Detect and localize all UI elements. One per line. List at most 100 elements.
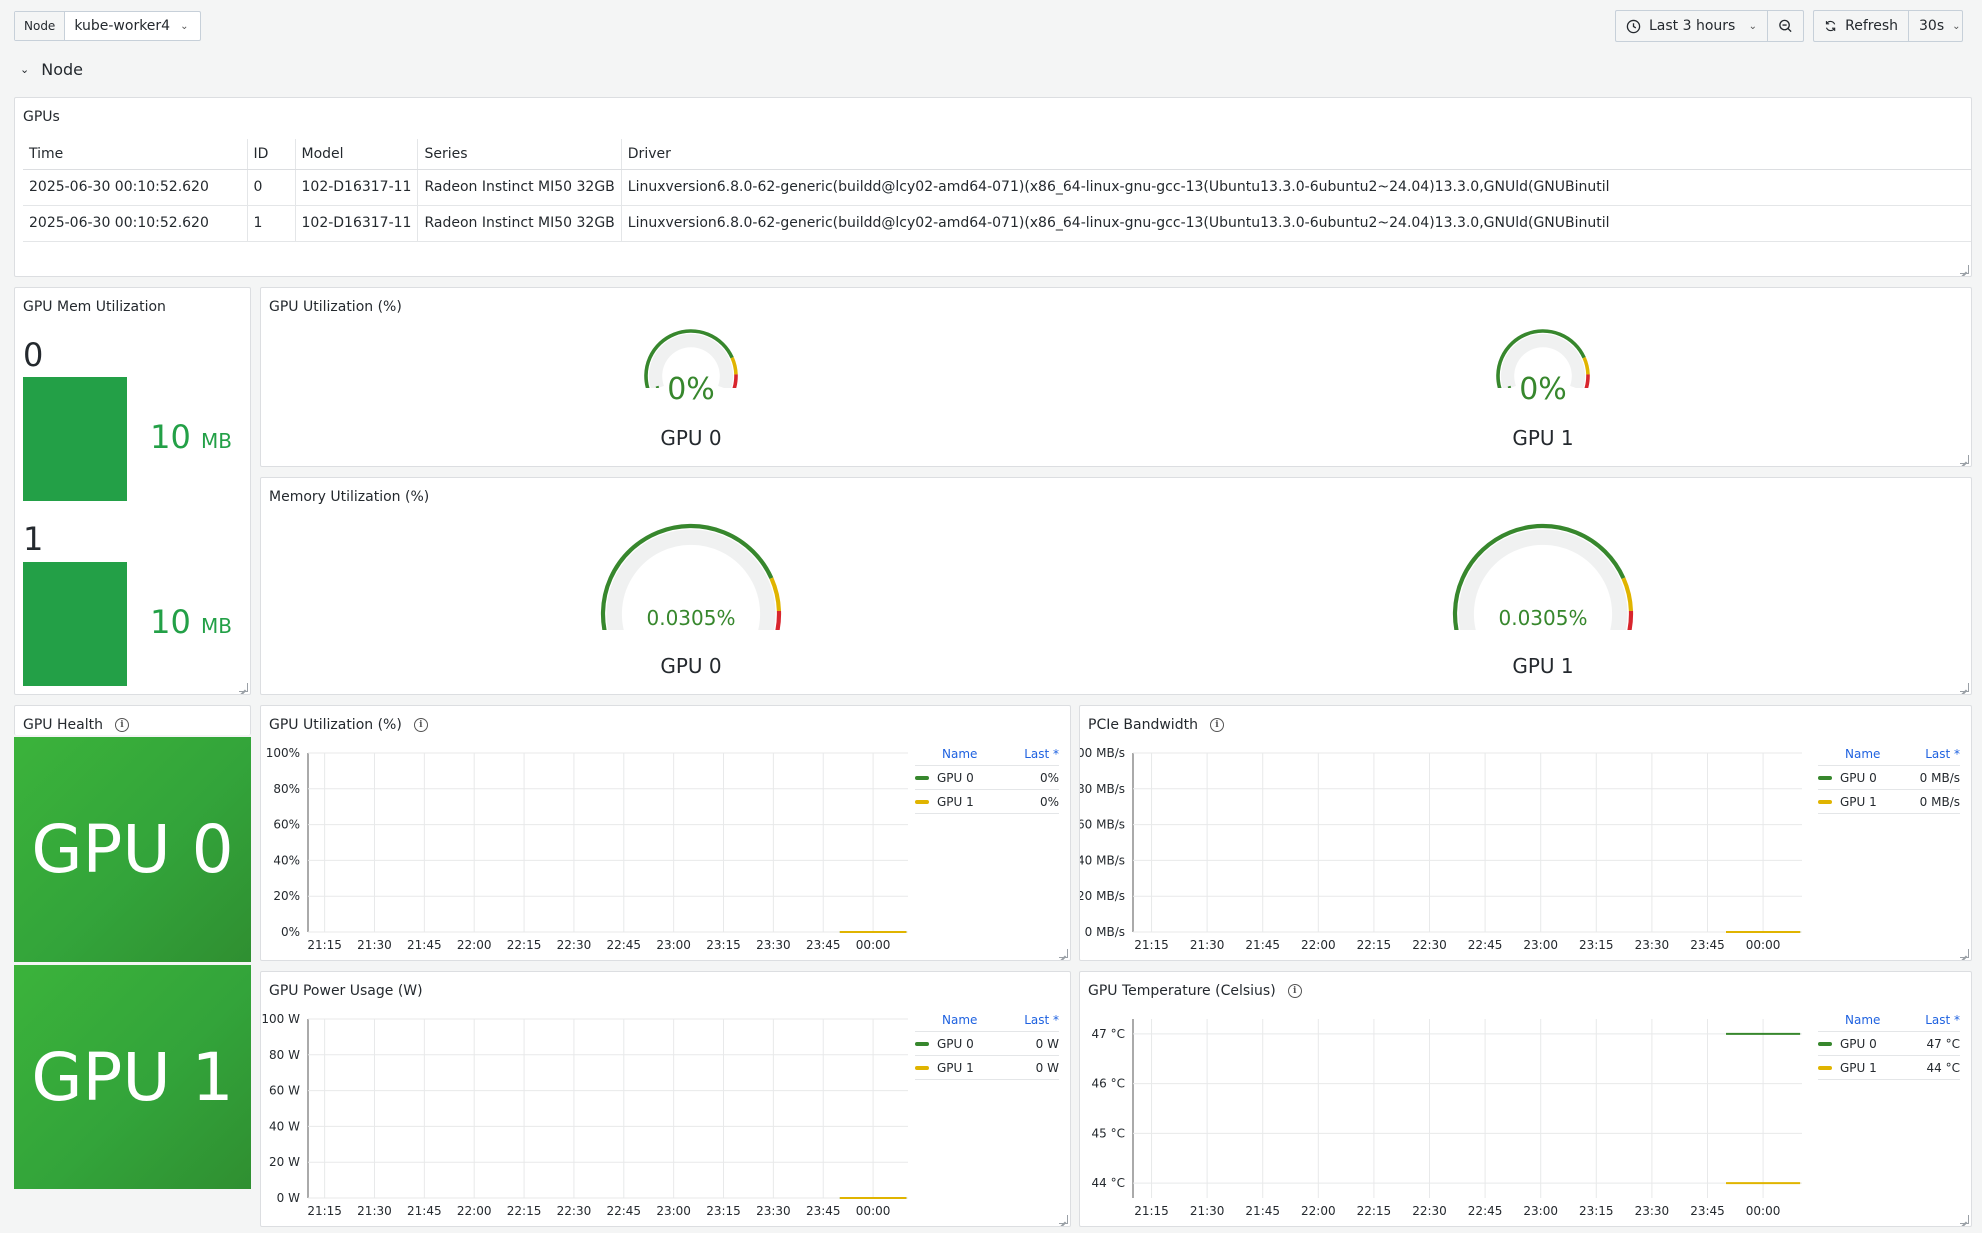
- y-tick-label: 0 MB/s: [1085, 925, 1125, 939]
- gauge-threshold-green: [1496, 329, 1586, 388]
- gauge-threshold-yellow: [1582, 356, 1590, 375]
- resize-handle[interactable]: [1960, 455, 1969, 464]
- x-tick-label: 21:45: [1245, 1204, 1280, 1218]
- cell-time: 2025-06-30 00:10:52.620: [23, 169, 247, 206]
- node-select-value: kube-worker4: [74, 18, 171, 34]
- resize-handle[interactable]: [1960, 265, 1969, 274]
- x-tick-label: 22:30: [1412, 1204, 1447, 1218]
- y-tick-label: 20 MB/s: [1080, 889, 1125, 903]
- legend-item[interactable]: GPU 1 44 °C: [1818, 1056, 1960, 1080]
- resize-handle[interactable]: [1059, 949, 1068, 958]
- info-icon[interactable]: i: [1287, 984, 1302, 998]
- refresh-button[interactable]: Refresh: [1813, 10, 1909, 42]
- panel-title-text: GPU Utilization (%): [269, 717, 402, 733]
- legend-header-last[interactable]: Last *: [1024, 746, 1059, 761]
- legend-header-name[interactable]: Name: [1845, 1012, 1881, 1027]
- gauge-threshold-red: [732, 374, 738, 388]
- gpu-utilization-timeseries-panel: GPU Utilization (%) i 0% 20% 40% 60% 80% 100%…: [260, 705, 1071, 961]
- y-tick-label: 80 W: [269, 1048, 300, 1062]
- pcie-bandwidth-panel: PCIe Bandwidth i 0 MB/s 20 MB/s 40 MB/s 60 …: [1079, 705, 1972, 961]
- refresh-label: Refresh: [1845, 18, 1898, 34]
- node-select[interactable]: kube-worker4 ⌄: [65, 12, 200, 40]
- resize-handle[interactable]: [1960, 949, 1969, 958]
- mem-value: 10 MB: [150, 418, 232, 456]
- x-tick-label: 22:45: [606, 1204, 641, 1218]
- pcie-bandwidth-chart[interactable]: 0 MB/s 20 MB/s 40 MB/s 60 MB/s 80 MB/s 100 MB…: [1080, 706, 1815, 961]
- x-tick-label: 21:30: [1190, 938, 1225, 952]
- mem-bar: [23, 377, 127, 501]
- x-tick-label: 23:15: [1579, 1204, 1614, 1218]
- gpu-temperature-chart[interactable]: 44 °C 45 °C 46 °C 47 °C 21:15 21:30 21:45 22:00…: [1080, 972, 1815, 1227]
- column-header[interactable]: Series: [417, 139, 622, 170]
- legend-header-last[interactable]: Last *: [1925, 746, 1960, 761]
- column-header[interactable]: Model: [294, 139, 418, 170]
- x-tick-label: 22:15: [1357, 938, 1392, 952]
- column-header[interactable]: ID: [246, 139, 295, 170]
- cell-model: 102-D16317-11: [294, 169, 418, 206]
- y-tick-label: 40 W: [269, 1119, 300, 1133]
- gauge-value-arc: [655, 385, 660, 388]
- resize-handle[interactable]: [1059, 1215, 1068, 1224]
- y-tick-label: 45 °C: [1092, 1126, 1125, 1140]
- gauge-track: [1458, 529, 1628, 630]
- time-range-picker[interactable]: Last 3 hours ⌄: [1615, 10, 1768, 42]
- column-header[interactable]: Driver: [620, 139, 1971, 170]
- mem-item-label: 0: [23, 336, 44, 374]
- refresh-interval-picker[interactable]: 30s ⌄: [1908, 10, 1963, 42]
- resize-handle[interactable]: [1960, 1215, 1969, 1224]
- row-toggle-node[interactable]: ⌄ Node: [20, 60, 83, 79]
- resize-handle[interactable]: [1960, 683, 1969, 692]
- gpu-utilization-chart[interactable]: 0% 20% 40% 60% 80% 100% 21:15 21:30 21:45 22:00 22…: [261, 706, 911, 961]
- legend-header-name[interactable]: Name: [942, 1012, 978, 1027]
- node-variable-picker[interactable]: Node kube-worker4 ⌄: [14, 11, 202, 41]
- gauge-name: GPU 0: [660, 426, 722, 450]
- y-tick-label: 46 °C: [1092, 1077, 1125, 1091]
- legend-header-last[interactable]: Last *: [1024, 1012, 1059, 1027]
- chart-legend: Name Last * GPU 0 47 °C GPU 1 44 °C: [1818, 1008, 1960, 1080]
- gauge-name: GPU 1: [1512, 654, 1574, 678]
- gauge-gpu1: [1452, 523, 1634, 630]
- gpu-health-panel: GPU Health i: [14, 705, 251, 735]
- x-tick-label: 22:00: [457, 938, 492, 952]
- gauge-threshold-red: [1627, 610, 1634, 630]
- gauge-threshold-red: [775, 610, 782, 630]
- gpu-power-usage-chart[interactable]: 0 W 20 W 40 W 60 W 80 W 100 W 21:15 21:30 21:45 2…: [261, 972, 911, 1227]
- x-tick-label: 23:00: [1523, 938, 1558, 952]
- row-title: Node: [41, 60, 83, 79]
- x-tick-label: 22:30: [557, 1204, 592, 1218]
- x-tick-label: 22:15: [1357, 1204, 1392, 1218]
- y-tick-label: 0 W: [277, 1191, 300, 1205]
- x-tick-label: 21:30: [357, 938, 392, 952]
- x-tick-label: 00:00: [856, 1204, 891, 1218]
- gauge-name: GPU 1: [1512, 426, 1574, 450]
- legend-header-last[interactable]: Last *: [1925, 1012, 1960, 1027]
- x-tick-label: 22:00: [1301, 938, 1336, 952]
- legend-header-name[interactable]: Name: [1845, 746, 1881, 761]
- zoom-out-button[interactable]: [1767, 10, 1804, 42]
- panel-title: Memory Utilization (%): [269, 489, 430, 505]
- cell-series: Radeon Instinct MI50 32GB: [417, 169, 622, 206]
- resize-handle[interactable]: [239, 683, 248, 692]
- column-header[interactable]: Time: [23, 139, 247, 170]
- panel-title: GPU Utilization (%) i: [269, 717, 428, 733]
- legend-header-name[interactable]: Name: [942, 746, 978, 761]
- legend-item[interactable]: GPU 1 0%: [915, 790, 1059, 814]
- info-icon[interactable]: i: [1209, 718, 1224, 732]
- y-tick-label: 60 MB/s: [1080, 818, 1125, 832]
- y-tick-label: 60%: [273, 818, 300, 832]
- info-icon[interactable]: i: [413, 718, 428, 732]
- info-icon[interactable]: i: [114, 718, 129, 732]
- cell-id: 1: [246, 205, 295, 242]
- x-tick-label: 22:45: [1468, 938, 1503, 952]
- legend-item[interactable]: GPU 0 0%: [915, 766, 1059, 790]
- legend-item[interactable]: GPU 0 47 °C: [1818, 1032, 1960, 1056]
- panel-title-text: GPU Temperature (Celsius): [1088, 983, 1276, 999]
- gauge-value: 0.0305%: [646, 606, 736, 630]
- gauge-value-arc: [1507, 385, 1512, 388]
- gauge-value: 0%: [1519, 372, 1567, 407]
